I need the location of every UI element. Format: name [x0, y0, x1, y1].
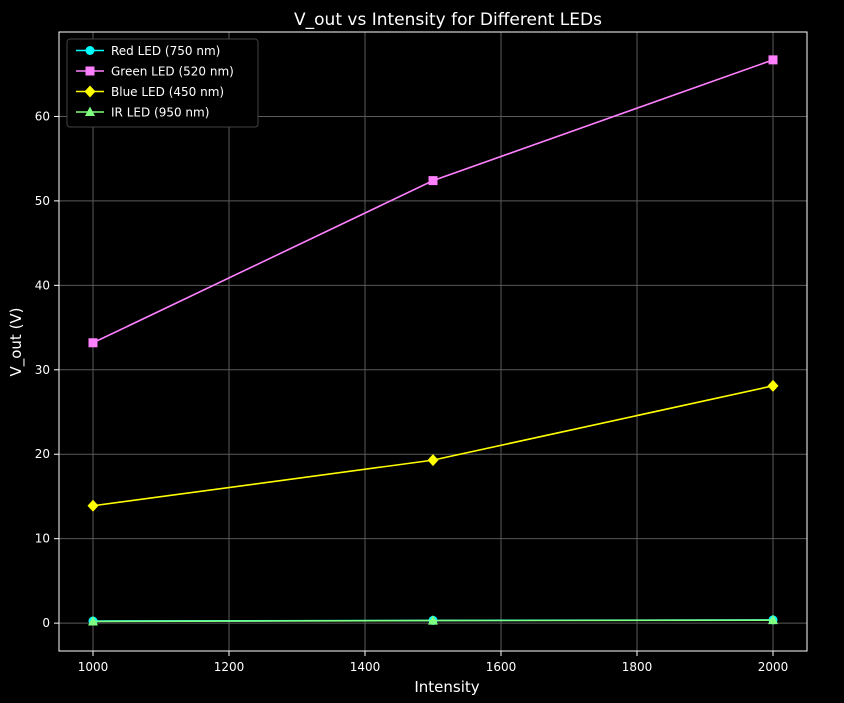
data-point — [768, 614, 778, 625]
y-tick-label: 10 — [35, 532, 50, 546]
data-point — [88, 338, 98, 348]
legend-label: Green LED (520 nm) — [111, 65, 234, 79]
data-point — [427, 454, 439, 467]
data-point — [428, 615, 438, 625]
data-point — [767, 379, 779, 392]
series-1 — [88, 55, 778, 348]
legend-item: Green LED (520 nm) — [76, 65, 234, 79]
x-tick-label: 1800 — [622, 660, 653, 674]
legend-marker — [85, 106, 95, 116]
legend-label: Red LED (750 nm) — [111, 44, 220, 58]
data-point — [768, 55, 778, 65]
legend-box — [66, 38, 259, 128]
x-tick-label: 2000 — [758, 660, 789, 674]
y-tick-label: 0 — [42, 616, 50, 630]
x-tick-label: 1600 — [486, 660, 517, 674]
data-point — [88, 615, 98, 626]
legend: Red LED (750 nm) Green LED (520 nm) Blue L… — [66, 38, 259, 128]
series-layer — [87, 55, 779, 626]
legend-item: Red LED (750 nm) — [76, 44, 220, 58]
x-axis: 1000 1200 1400 1600 1800 2000 — [78, 651, 789, 674]
x-axis-label: Intensity — [414, 678, 479, 696]
plot-frame — [58, 31, 808, 652]
y-tick-label: 60 — [35, 109, 50, 123]
grid — [59, 32, 807, 651]
data-point — [428, 176, 438, 186]
series-3 — [88, 614, 778, 626]
y-axis-label: V_out (V) — [7, 307, 26, 376]
y-tick-label: 30 — [35, 363, 50, 377]
legend-marker — [85, 66, 95, 76]
y-tick-label: 40 — [35, 278, 50, 292]
series-2 — [87, 379, 779, 512]
legend-item: IR LED (950 nm) — [76, 106, 209, 120]
y-tick-label: 50 — [35, 194, 50, 208]
data-point — [87, 499, 99, 512]
legend-label: IR LED (950 nm) — [111, 106, 209, 120]
legend-item: Blue LED (450 nm) — [76, 85, 224, 99]
x-tick-label: 1200 — [214, 660, 245, 674]
y-axis: 0 10 20 30 40 50 60 — [35, 109, 59, 630]
y-tick-label: 20 — [35, 447, 50, 461]
x-tick-label: 1400 — [350, 660, 381, 674]
legend-marker — [84, 85, 96, 98]
legend-marker — [85, 46, 95, 55]
chart-title: V_out vs Intensity for Different LEDs — [294, 10, 602, 30]
x-tick-label: 1000 — [78, 660, 109, 674]
legend-label: Blue LED (450 nm) — [111, 85, 224, 99]
